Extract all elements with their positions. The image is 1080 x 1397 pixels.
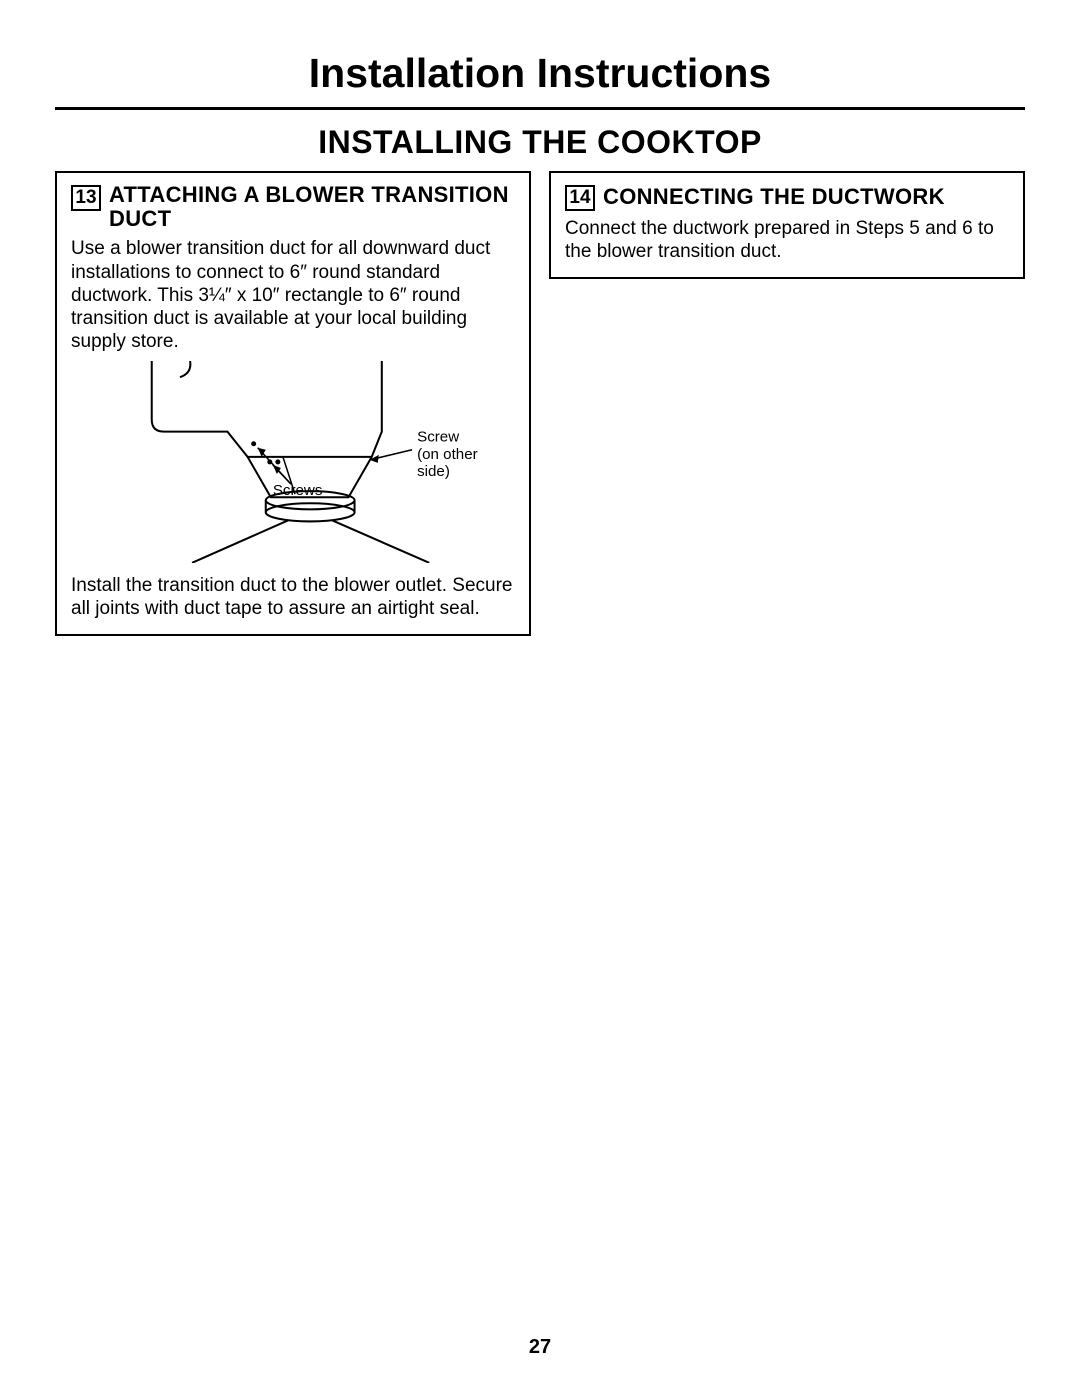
step-14-header: 14 CONNECTING THE DUCTWORK [565, 183, 1009, 211]
step-13-title: ATTACHING A BLOWER TRANSITION DUCT [109, 183, 515, 231]
step-14-title: CONNECTING THE DUCTWORK [603, 183, 945, 209]
step-13-box: 13 ATTACHING A BLOWER TRANSITION DUCT Us… [55, 171, 531, 636]
left-column: 13 ATTACHING A BLOWER TRANSITION DUCT Us… [55, 171, 531, 636]
step-14-paragraph-1: Connect the ductwork prepared in Steps 5… [565, 217, 1009, 263]
section-title: INSTALLING THE COOKTOP [55, 124, 1025, 161]
step-14-box: 14 CONNECTING THE DUCTWORK Connect the d… [549, 171, 1025, 279]
label-screw-line1: Screw [417, 429, 459, 446]
step-13-paragraph-1: Use a blower transition duct for all dow… [71, 237, 515, 353]
page-number: 27 [0, 1336, 1080, 1359]
label-screw-line2: (on other [417, 446, 478, 463]
two-column-layout: 13 ATTACHING A BLOWER TRANSITION DUCT Us… [55, 171, 1025, 636]
step-number-badge: 13 [71, 185, 101, 211]
blower-duct-illustration: Screws Screw (on other side) [71, 361, 515, 568]
label-screw-line3: side) [417, 463, 450, 480]
right-column: 14 CONNECTING THE DUCTWORK Connect the d… [549, 171, 1025, 636]
step-number-badge: 14 [565, 185, 595, 211]
document-title: Installation Instructions [55, 50, 1025, 110]
label-screws: Screws [273, 482, 323, 499]
step-13-header: 13 ATTACHING A BLOWER TRANSITION DUCT [71, 183, 515, 231]
step-13-paragraph-2: Install the transition duct to the blowe… [71, 574, 515, 620]
